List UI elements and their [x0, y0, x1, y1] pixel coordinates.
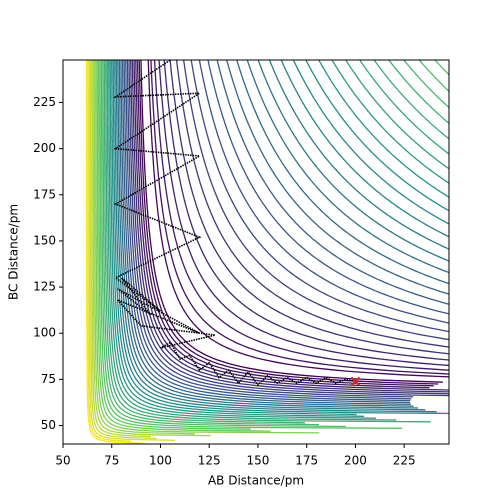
contour-line	[418, 60, 449, 93]
contour-line	[133, 60, 449, 391]
trajectory-layer	[112, 60, 361, 387]
y-tick-label: 225	[33, 95, 56, 109]
contour-line	[140, 60, 443, 383]
start-marker	[350, 376, 361, 386]
contour-line	[96, 60, 271, 432]
contour-line	[123, 60, 411, 402]
y-tick-label: 75	[41, 372, 56, 386]
contour-line	[439, 47, 472, 80]
x-tick-label: 225	[393, 454, 416, 468]
contour-line	[108, 60, 377, 419]
contour-line	[344, 60, 449, 170]
contour-line	[102, 60, 320, 426]
plot-frame	[62, 59, 450, 445]
contour-line	[292, 60, 449, 225]
contour-line	[105, 60, 431, 423]
contour-line	[130, 60, 449, 395]
contour-line	[455, 47, 472, 65]
contour-line	[93, 60, 195, 435]
contour-line	[89, 60, 157, 440]
contour-line	[98, 60, 251, 430]
y-tick-label: 125	[33, 280, 56, 294]
contour-line	[305, 60, 449, 212]
y-tick-label: 175	[33, 187, 56, 201]
contour-line	[318, 60, 449, 198]
contour-line	[257, 60, 449, 262]
contour-line	[331, 60, 449, 184]
contour-line	[112, 60, 449, 415]
contour-line	[118, 60, 414, 407]
contour-lines	[85, 47, 472, 444]
contour-line	[100, 60, 346, 428]
contour-line	[169, 60, 449, 355]
x-tick-label: 150	[246, 454, 269, 468]
contour-line	[158, 60, 449, 367]
contour-line	[88, 60, 176, 441]
contour-line	[150, 60, 449, 375]
x-axis-label: AB Distance/pm	[208, 474, 304, 488]
contour-line	[268, 60, 449, 250]
contour-line	[373, 60, 449, 140]
contour-line	[163, 60, 449, 361]
contour-line	[131, 60, 449, 393]
y-tick-label: 100	[33, 326, 56, 340]
contour-line	[92, 60, 211, 437]
contour-line	[91, 60, 151, 438]
y-tick-label: 50	[41, 418, 56, 432]
contour-line	[121, 60, 411, 404]
contour-line	[103, 60, 305, 424]
contour-line	[125, 60, 412, 400]
contour-line	[434, 60, 449, 76]
y-tick-label: 200	[33, 141, 56, 155]
contour-line	[207, 60, 449, 315]
contour-line	[114, 60, 437, 413]
contour-line	[126, 60, 414, 398]
contour-line	[198, 60, 449, 324]
contour-line	[358, 60, 449, 155]
contour-line	[99, 60, 403, 429]
contour-line	[403, 60, 449, 109]
x-tick-label: 200	[344, 454, 367, 468]
contour-line	[117, 60, 419, 409]
contour-line	[175, 60, 449, 348]
contour-line	[153, 60, 449, 371]
contour-line	[216, 60, 449, 305]
trajectory-line	[112, 60, 356, 387]
x-tick-label: 175	[295, 454, 318, 468]
contour-line	[87, 60, 132, 442]
contour-line	[135, 60, 430, 389]
contour-line	[190, 60, 449, 333]
contour-line	[236, 60, 449, 285]
y-axis-label: BC Distance/pm	[7, 204, 21, 300]
contour-line	[387, 60, 449, 125]
contour-line	[120, 60, 412, 405]
x-tick-label: 50	[55, 454, 70, 468]
y-tick-label: 150	[33, 233, 56, 247]
contour-line	[85, 60, 145, 444]
contour-line	[128, 60, 449, 397]
contour-line	[115, 60, 426, 411]
contour-line	[471, 47, 472, 48]
contour-line	[280, 60, 449, 238]
contour-line	[111, 60, 357, 416]
contour-line	[106, 60, 397, 421]
contour-line	[95, 60, 320, 434]
x-tick-label: 125	[198, 454, 221, 468]
x-tick-label: 75	[104, 454, 119, 468]
contour-line	[109, 60, 365, 417]
x-tick-label: 100	[149, 454, 172, 468]
contour-line	[226, 60, 449, 295]
contour-line	[182, 60, 449, 341]
contour-line	[246, 60, 449, 274]
contour-line	[147, 60, 449, 378]
